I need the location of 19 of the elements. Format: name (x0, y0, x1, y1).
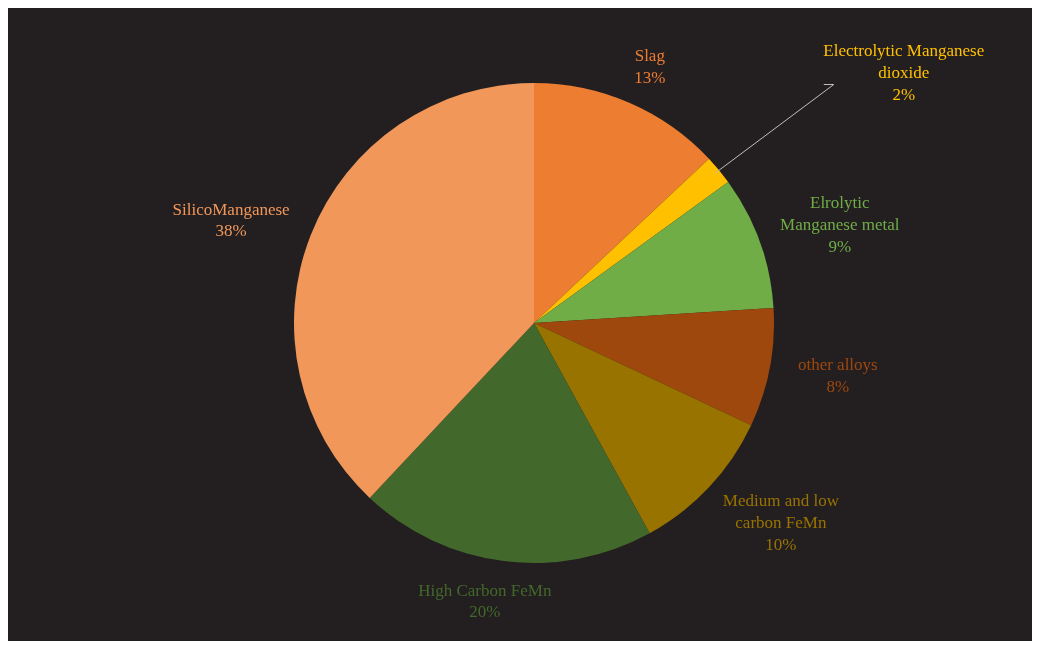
slice-label: other alloys (797, 354, 878, 374)
slice-label: Slag (634, 45, 666, 65)
slice-label: SilicoManganese (172, 199, 290, 219)
pie-slice (534, 83, 709, 323)
data-label: 8% (826, 376, 850, 396)
slice-label: Electrolytic Manganese dioxide (823, 40, 985, 82)
data-label: 10% (765, 534, 797, 554)
slice-label: Medium and low carbon FeMn (722, 490, 840, 532)
slice-label: Elrolytic Manganese metal (780, 192, 900, 234)
pie-slice (369, 323, 650, 563)
slice-label: High Carbon FeMn (418, 580, 552, 600)
pie-slice (534, 307, 774, 426)
pie-slice (534, 181, 774, 323)
data-label: 9% (828, 236, 852, 256)
pie-slice (294, 83, 534, 498)
data-label: 13% (634, 67, 666, 87)
data-label: 20% (469, 602, 501, 622)
data-label: 38% (215, 221, 247, 241)
data-label: 2% (892, 84, 916, 104)
